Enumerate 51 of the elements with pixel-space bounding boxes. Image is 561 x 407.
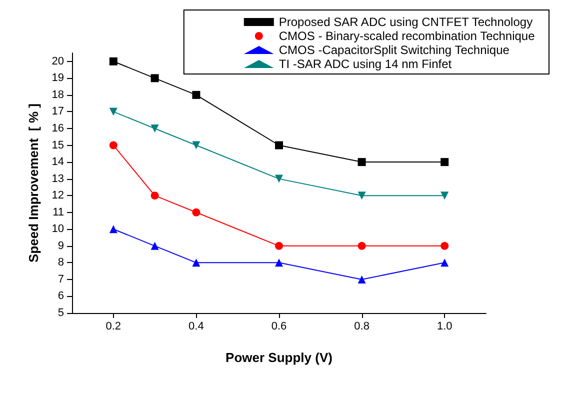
point [192, 90, 200, 99]
y-tick-label: 8 [58, 256, 64, 269]
point [275, 258, 283, 267]
point [440, 158, 449, 166]
y-tick-label: 12 [52, 190, 64, 202]
x-tick-label: 0.2 [106, 320, 122, 332]
y-tick-label: 5 [58, 307, 64, 319]
y-tick-label: 7 [58, 273, 64, 286]
x-tick-label: 0.6 [271, 320, 287, 332]
point [440, 192, 449, 200]
point [150, 242, 159, 250]
point [358, 242, 366, 250]
point [358, 158, 366, 166]
legend-label: Proposed SAR ADC using CNTFET Technology [278, 15, 533, 29]
y-tick-label: 11 [52, 206, 64, 218]
point [275, 141, 283, 150]
point [440, 242, 449, 250]
point [109, 141, 118, 150]
y-tick-label: 15 [52, 139, 64, 152]
point [150, 124, 159, 132]
legend-label: TI -SAR ADC using 14 nm Finfet [278, 57, 452, 71]
y-tick-label: 18 [52, 88, 64, 101]
y-axis-title: Speed Improvement [ % ] [26, 104, 41, 262]
x-tick-label: 0.8 [354, 320, 370, 332]
y-tick-label: 19 [52, 72, 64, 84]
y-tick-label: 6 [58, 290, 64, 302]
x-tick-label: 1.0 [436, 320, 452, 332]
y-tick-label: 20 [52, 55, 64, 68]
legend-label: CMOS -CapacitorSplit Switching Technique [278, 43, 510, 57]
point [109, 57, 118, 66]
point [150, 74, 159, 82]
y-tick-label: 14 [52, 156, 64, 168]
y-tick-label: 17 [52, 106, 64, 118]
point [109, 225, 118, 234]
x-axis-title: Power Supply (V) [226, 350, 332, 365]
point [275, 242, 283, 250]
point [150, 192, 159, 200]
x-tick-label: 0.4 [188, 320, 204, 332]
legend-label: CMOS - Binary-scaled recombination Technique [278, 29, 536, 43]
point [275, 174, 283, 183]
y-tick-label: 13 [52, 172, 64, 185]
point [192, 208, 200, 216]
point [358, 192, 366, 200]
point [109, 108, 118, 116]
y-tick-label: 16 [52, 122, 64, 134]
point [192, 258, 200, 267]
point [440, 258, 449, 267]
y-tick-label: 9 [58, 240, 64, 252]
point [358, 275, 366, 284]
y-tick-label: 10 [52, 223, 64, 236]
point [192, 141, 200, 150]
